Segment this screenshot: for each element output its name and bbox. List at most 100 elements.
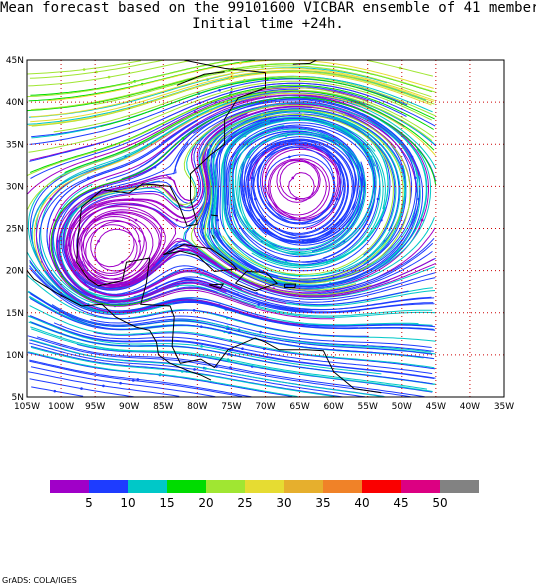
streamline-arrow <box>224 100 228 104</box>
streamline-arrow <box>228 77 231 81</box>
streamline-arrow <box>192 309 196 312</box>
colorbar-labels: 5 10 15 20 25 30 35 40 45 50 <box>85 496 447 510</box>
longitude-label: 85W <box>153 402 173 412</box>
streamline-arrow <box>87 176 90 180</box>
streamline-arrow <box>328 155 332 159</box>
streamline-arrow <box>130 81 133 84</box>
streamline-arrow <box>410 155 414 159</box>
streamline-arrow <box>168 176 172 180</box>
coastline <box>27 270 212 381</box>
colorbar <box>50 480 479 493</box>
streamline-arrow <box>216 218 220 222</box>
colorbar-label: 35 <box>315 496 330 510</box>
streamline-arrow <box>414 176 417 180</box>
streamline <box>27 86 434 176</box>
streamline-arrow <box>227 327 230 330</box>
longitude-label: 95W <box>85 402 105 412</box>
colorbar-swatch <box>440 480 479 493</box>
latitude-label: 45N <box>6 56 24 66</box>
streamline-arrow <box>257 303 261 306</box>
streamline-arrow <box>417 197 421 201</box>
longitude-label: 105W <box>14 402 40 412</box>
colorbar-label: 40 <box>354 496 369 510</box>
streamline-arrow <box>180 370 184 373</box>
longitude-label: 50W <box>392 402 412 412</box>
colorbar-label: 25 <box>237 496 252 510</box>
streamline-arrow <box>291 176 295 180</box>
latitude-label: 40N <box>6 98 24 108</box>
streamline <box>29 359 252 397</box>
streamline-arrow <box>131 197 134 201</box>
streamline-arrow <box>398 66 402 70</box>
streamline-arrow <box>420 218 424 222</box>
longitude-label: 100W <box>48 402 74 412</box>
longitude-label: 75W <box>221 402 241 412</box>
streamline <box>28 60 190 87</box>
streamline-arrow <box>342 113 346 117</box>
colorbar-swatch <box>323 480 362 493</box>
streamline <box>29 360 243 397</box>
streamline-arrow <box>199 325 203 328</box>
longitude-label: 55W <box>358 402 378 412</box>
colorbar-label: 15 <box>159 496 174 510</box>
streamline <box>33 93 436 271</box>
longitude-label: 45W <box>426 402 446 412</box>
streamline-arrow <box>266 77 269 81</box>
streamline-arrow <box>325 134 329 138</box>
streamline <box>28 315 382 375</box>
streamline-arrow <box>335 197 339 201</box>
streamline-arrow <box>52 218 56 222</box>
streamline-arrow <box>82 68 86 71</box>
streamline <box>31 386 84 397</box>
streamline <box>30 339 386 397</box>
longitude-label: 65W <box>289 402 309 412</box>
streamline-arrow <box>288 155 291 159</box>
streamline-arrow <box>247 155 250 159</box>
colorbar-swatch <box>245 480 284 493</box>
streamline <box>30 366 216 397</box>
streamline-arrow <box>250 176 254 180</box>
colorbar-label: 20 <box>198 496 213 510</box>
colorbar-swatch <box>401 480 440 493</box>
coastline <box>235 270 279 292</box>
streamline <box>30 346 339 397</box>
streamline-arrow <box>119 381 122 385</box>
streamline-arrow <box>218 88 221 92</box>
streamline-arrow <box>239 61 242 65</box>
latitude-label: 5N <box>12 393 24 403</box>
streamline-arrow <box>209 109 212 113</box>
lat-lon-grid <box>27 60 504 397</box>
streamline-arrow <box>284 134 288 138</box>
colorbar-swatch <box>284 480 323 493</box>
streamline-arrow <box>241 347 244 350</box>
streamline-arrow <box>226 358 230 361</box>
latitude-label: 10N <box>6 351 24 361</box>
coastline <box>284 283 297 288</box>
streamline <box>28 351 298 397</box>
latitude-label: 35N <box>6 140 24 150</box>
streamline-arrow <box>259 330 262 334</box>
latitude-label: 30N <box>6 182 24 192</box>
colorbar-swatch <box>167 480 206 493</box>
streamline <box>31 328 433 392</box>
streamline <box>29 60 163 79</box>
streamline-arrow <box>366 134 370 138</box>
streamline <box>28 80 433 153</box>
streamline-arrow <box>134 218 138 222</box>
longitude-label: 70W <box>255 402 275 412</box>
longitude-label: 35W <box>494 402 514 412</box>
colorbar-label: 10 <box>120 496 135 510</box>
coastlines <box>27 60 382 394</box>
streamline-arrow <box>181 137 185 140</box>
latitude-label: 15N <box>6 309 24 319</box>
coastline <box>210 214 218 217</box>
longitude-labels: 105W 100W 95W 90W 85W 80W 75W 70W 65W 60W 55W 50W 45… <box>14 402 514 412</box>
streamline-arrow <box>95 70 98 74</box>
streamline-arrow <box>261 65 264 69</box>
streamline-arrow <box>158 373 162 376</box>
title-line-1: Mean forecast based on the 99101600 VICB… <box>0 0 536 16</box>
colorbar-swatch <box>362 480 401 493</box>
streamline-arrow <box>204 367 207 370</box>
coastline <box>211 234 215 239</box>
